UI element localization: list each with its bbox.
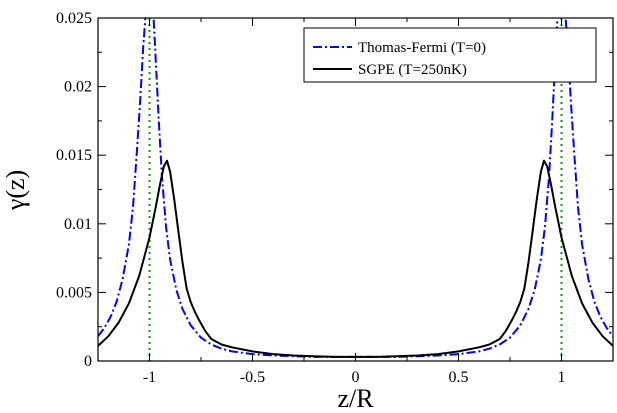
y-tick-label: 0.02 [64, 79, 92, 96]
legend-label-thomas-fermi: Thomas-Fermi (T=0) [358, 40, 486, 56]
x-axis-title: z/R [337, 384, 374, 413]
y-tick-label: 0.025 [56, 10, 92, 27]
series-line-1 [98, 161, 613, 357]
x-tick-label: -1 [143, 369, 156, 386]
x-tick-label: 1 [558, 369, 566, 386]
legend-label-sgpe: SGPE (T=250nK) [358, 62, 467, 78]
y-tick-label: 0.01 [64, 216, 92, 233]
y-tick-label: 0 [84, 353, 92, 370]
x-tick-label: -0.5 [240, 369, 265, 386]
y-tick-label: 0.015 [56, 147, 92, 164]
y-axis-title: γ(z) [1, 170, 30, 211]
legend: Thomas-Fermi (T=0) SGPE (T=250nK) [304, 28, 596, 82]
x-tick-label: 0.5 [449, 369, 469, 386]
y-tick-label: 0.005 [56, 284, 92, 301]
